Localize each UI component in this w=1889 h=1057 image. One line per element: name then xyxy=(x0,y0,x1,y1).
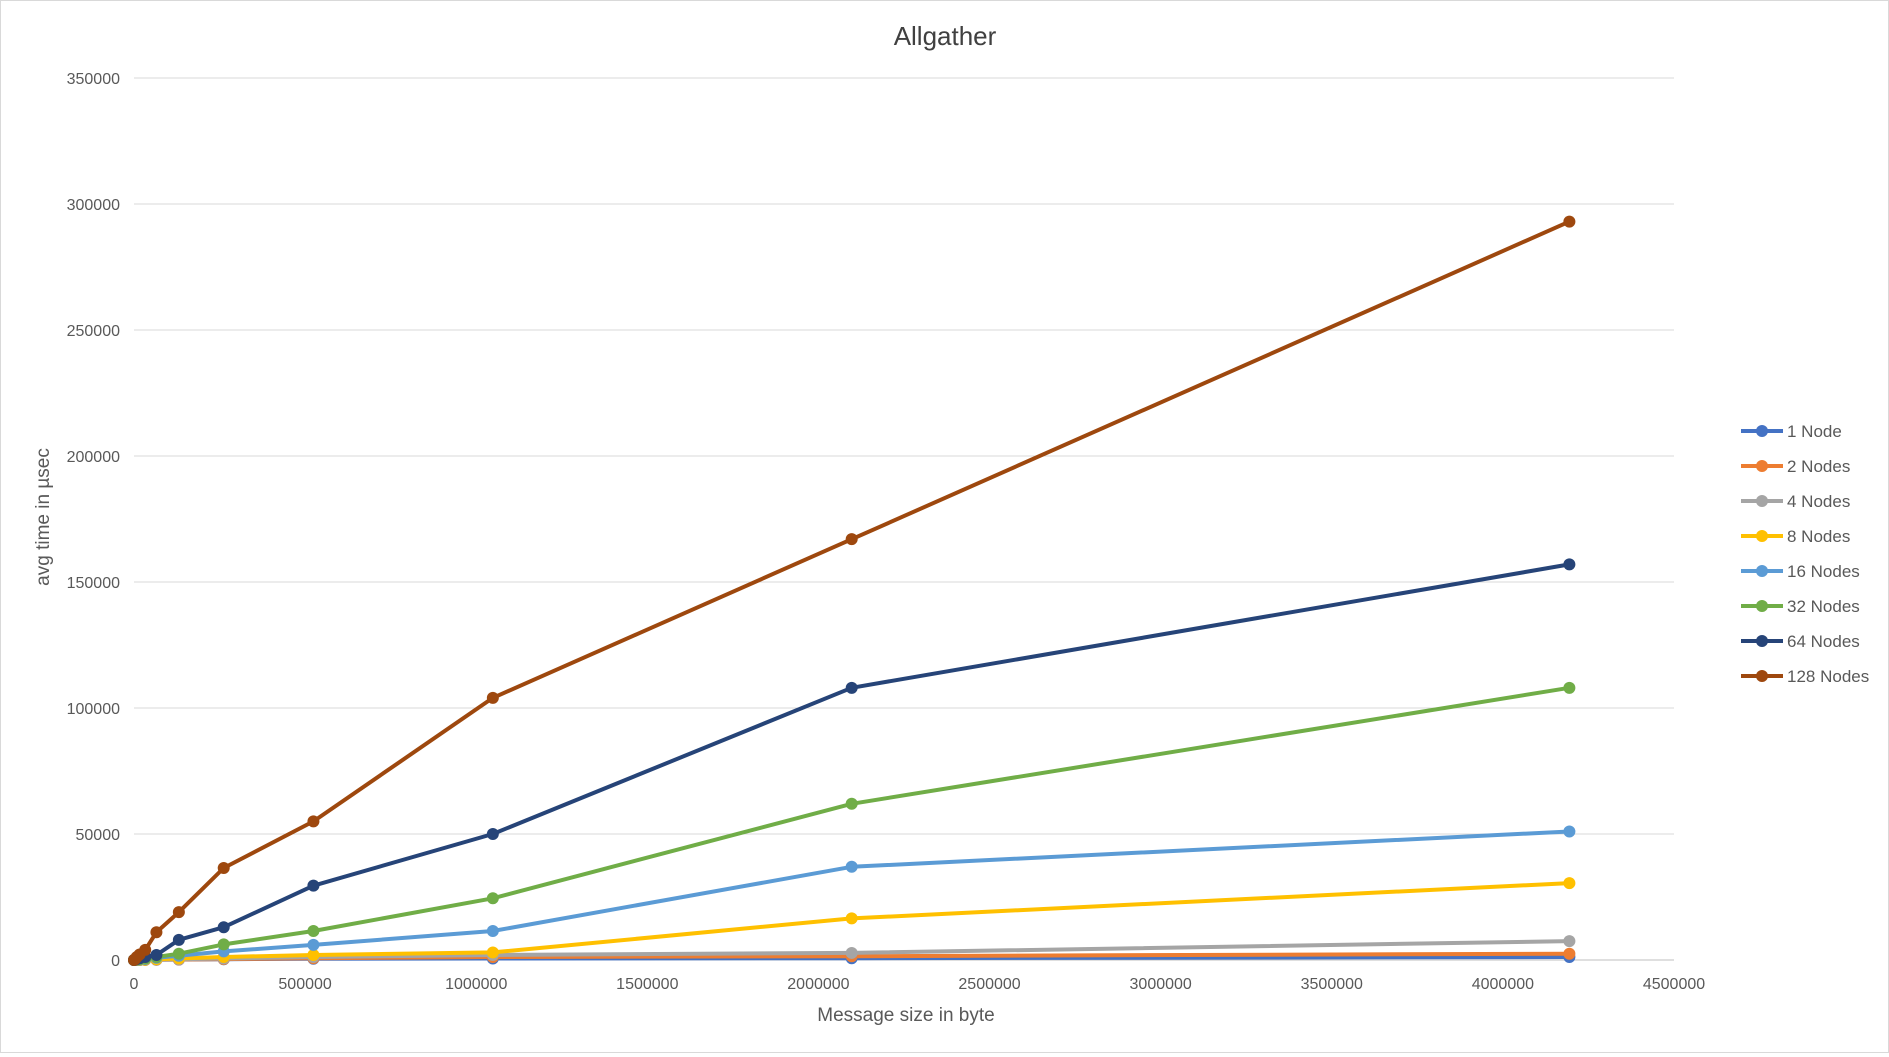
data-point xyxy=(217,862,230,875)
legend-marker xyxy=(1756,635,1768,647)
x-axis-ticks: 0 500000 1000000 1500000 2000000 2500000 30000… xyxy=(130,976,1706,993)
legend-label: 128 Nodes xyxy=(1787,667,1869,686)
legend-marker xyxy=(1756,565,1768,577)
data-point xyxy=(172,933,185,946)
y-tick-label: 0 xyxy=(111,953,120,970)
legend-item: 8 Nodes xyxy=(1741,527,1850,546)
data-point xyxy=(307,815,320,828)
legend-marker xyxy=(1756,530,1768,542)
legend-label: 8 Nodes xyxy=(1787,527,1850,546)
chart-title: Allgather xyxy=(894,21,997,51)
data-point xyxy=(150,926,163,939)
data-point xyxy=(307,938,320,951)
y-tick-label: 200000 xyxy=(67,449,120,466)
data-point xyxy=(845,797,858,810)
y-axis-title: avg time in µsec xyxy=(33,448,54,586)
legend-label: 4 Nodes xyxy=(1787,492,1850,511)
legend-marker xyxy=(1756,495,1768,507)
data-point xyxy=(845,912,858,925)
data-point xyxy=(486,691,499,704)
series-lines xyxy=(128,215,1576,966)
legend-marker xyxy=(1756,670,1768,682)
legend-item: 16 Nodes xyxy=(1741,562,1860,581)
legend-marker xyxy=(1756,600,1768,612)
data-point xyxy=(217,921,230,934)
x-tick-label: 1000000 xyxy=(445,976,507,993)
x-tick-label: 4000000 xyxy=(1472,976,1534,993)
data-point xyxy=(1563,935,1576,948)
data-point xyxy=(1563,877,1576,890)
data-point xyxy=(172,947,185,960)
x-tick-label: 0 xyxy=(130,976,139,993)
data-point xyxy=(1563,947,1576,960)
y-tick-label: 50000 xyxy=(76,827,121,844)
y-tick-label: 150000 xyxy=(67,575,120,592)
series-line xyxy=(132,219,1572,962)
data-point xyxy=(1563,681,1576,694)
data-point xyxy=(845,533,858,546)
legend-marker xyxy=(1756,460,1768,472)
series-line xyxy=(132,562,1572,962)
series-128-nodes xyxy=(128,215,1576,966)
legend-item: 1 Node xyxy=(1741,422,1842,441)
legend-item: 64 Nodes xyxy=(1741,632,1860,651)
data-point xyxy=(845,860,858,873)
data-point xyxy=(150,948,163,961)
y-tick-label: 350000 xyxy=(67,71,120,88)
legend: 1 Node 2 Nodes 4 Nodes 8 Nodes 16 Nodes 32 No… xyxy=(1741,422,1869,686)
data-point xyxy=(845,946,858,959)
x-tick-label: 3500000 xyxy=(1301,976,1363,993)
x-tick-label: 2000000 xyxy=(787,976,849,993)
data-point xyxy=(172,906,185,919)
data-point xyxy=(1563,825,1576,838)
gridlines xyxy=(134,77,1674,961)
legend-item: 4 Nodes xyxy=(1741,492,1850,511)
series-64-nodes xyxy=(128,558,1576,966)
y-tick-label: 100000 xyxy=(67,701,120,718)
x-tick-label: 3000000 xyxy=(1130,976,1192,993)
legend-item: 128 Nodes xyxy=(1741,667,1869,686)
y-tick-label: 300000 xyxy=(67,197,120,214)
data-point xyxy=(307,879,320,892)
legend-item: 32 Nodes xyxy=(1741,597,1860,616)
legend-marker xyxy=(1756,425,1768,437)
data-point xyxy=(1563,558,1576,571)
data-point xyxy=(486,925,499,938)
legend-label: 1 Node xyxy=(1787,422,1842,441)
data-point xyxy=(486,828,499,840)
x-tick-label: 1500000 xyxy=(616,976,678,993)
data-point xyxy=(217,938,230,951)
x-tick-label: 2500000 xyxy=(958,976,1020,993)
y-tick-label: 250000 xyxy=(67,323,120,340)
data-point xyxy=(486,946,499,959)
data-point xyxy=(139,943,152,956)
legend-label: 64 Nodes xyxy=(1787,632,1860,651)
data-point xyxy=(845,681,858,694)
series-line xyxy=(132,829,1572,962)
data-point xyxy=(486,892,499,905)
x-tick-label: 4500000 xyxy=(1643,976,1705,993)
legend-item: 2 Nodes xyxy=(1741,457,1850,476)
legend-label: 16 Nodes xyxy=(1787,562,1860,581)
data-point xyxy=(307,948,320,961)
y-axis-ticks: 0 50000 100000 150000 200000 250000 300000 3500… xyxy=(67,71,120,970)
x-tick-label: 500000 xyxy=(278,976,331,993)
legend-label: 2 Nodes xyxy=(1787,457,1850,476)
data-point xyxy=(307,925,320,938)
legend-label: 32 Nodes xyxy=(1787,597,1860,616)
x-axis-title: Message size in byte xyxy=(817,1005,994,1026)
data-point xyxy=(1563,215,1576,228)
